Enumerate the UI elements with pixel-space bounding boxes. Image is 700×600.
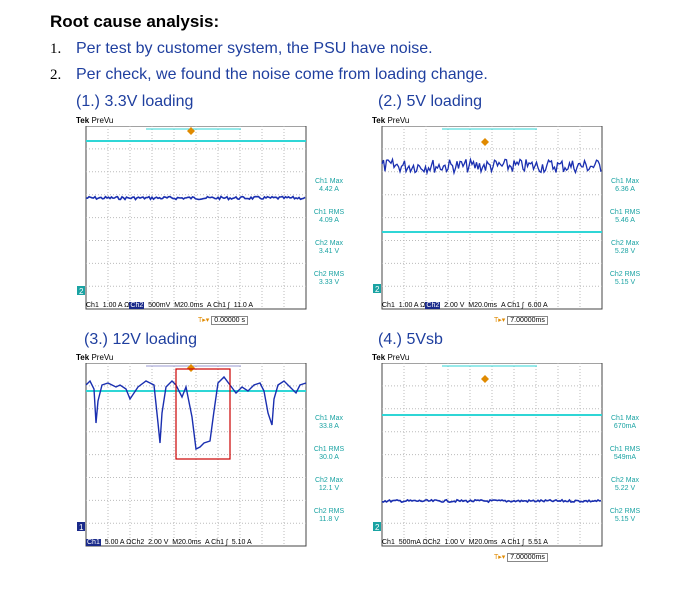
scope-3: Tek PreVu 1 Ch1 Max 33.8 A Ch1 RMS 30.0 A … — [76, 353, 345, 547]
scope-4: Tek PreVu 2 Ch1 Max 670mA Ch1 RMS 549mA Ch… — [372, 353, 641, 562]
scope-4-label: (4.) 5Vsb — [378, 331, 443, 348]
scope-1-screen: 2 — [77, 126, 307, 310]
scope-bottom-bar: Ch1 5.00 A ΩCh2 2.00 V M20.0ms A Ch1 ∫ 5… — [86, 539, 252, 546]
scope-bottom-bar: Ch1 1.00 A ΩCh2 500mV M20.0ms A Ch1 ∫ 11… — [86, 302, 254, 309]
scope-1: Tek PreVu 2 Ch1 Max 4.42 A Ch1 RMS 4.09 A … — [76, 116, 345, 325]
scope-bottom-bar: Ch1 1.00 A ΩCh2 2.00 V M20.0ms A Ch1 ∫ 6… — [382, 302, 548, 309]
channel-marker: 2 — [375, 523, 380, 532]
scope-header: Tek PreVu — [372, 353, 410, 362]
scope-3-screen: 1 — [77, 363, 307, 547]
list-item: 2. Per check, we found the noise come fro… — [50, 66, 488, 83]
trigger-time: T▸▾ 7.00000ms — [494, 553, 548, 562]
scope-bottom-bar: Ch1 500mA ΩCh2 1.00 V M20.0ms A Ch1 ∫ 5.… — [382, 539, 548, 546]
page-title: Root cause analysis: — [50, 12, 220, 31]
scope-2: Tek PreVu 2 Ch1 Max 6.36 A Ch1 RMS 5.46 A … — [372, 116, 641, 325]
scope-1-label: (1.) 3.3V loading — [76, 93, 194, 110]
scope-header: Tek PreVu — [76, 353, 114, 362]
channel-marker: 2 — [375, 285, 380, 294]
trigger-time: T▸▾ 7.00000ms — [494, 316, 548, 325]
scope-2-label: (2.) 5V loading — [378, 93, 483, 110]
scope-header: Tek PreVu — [372, 116, 410, 125]
scope-header: Tek PreVu — [76, 116, 114, 125]
scope-2-screen: 2 — [373, 126, 603, 310]
scope-4-screen: 2 — [373, 363, 603, 547]
channel-marker: 1 — [79, 523, 84, 532]
list-item: 1. Per test by customer system, the PSU h… — [50, 40, 433, 57]
trigger-time: T▸▾ 0.00000 s — [198, 316, 249, 325]
ch1-trace-12v — [85, 375, 307, 451]
scope-3-label: (3.) 12V loading — [84, 331, 197, 348]
channel-marker: 2 — [79, 287, 84, 296]
